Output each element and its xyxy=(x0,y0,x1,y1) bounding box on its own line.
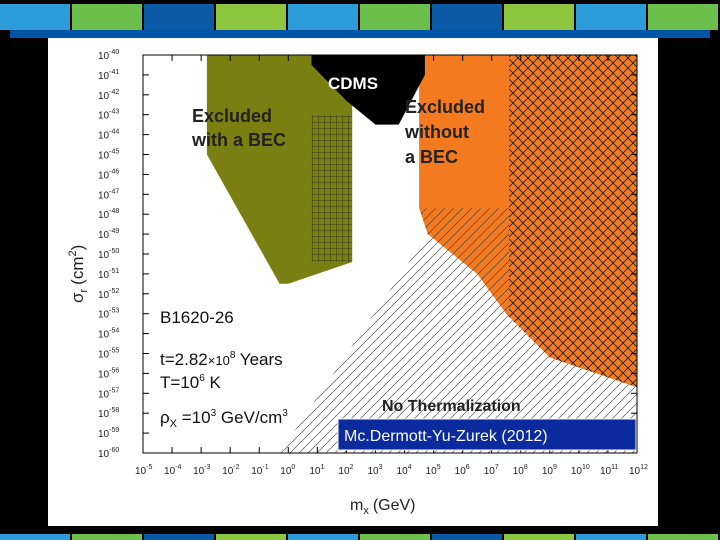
x-axis-title: mx (GeV) xyxy=(350,497,416,517)
decorative-bar-segment xyxy=(0,534,70,540)
no-thermalization-hatch xyxy=(279,234,637,453)
x-tick-label: 106 xyxy=(455,464,470,477)
object-name: B1620-26 xyxy=(160,308,234,327)
x-tick-label: 102 xyxy=(338,464,353,477)
chart-panel: 10-5 10-4 10-3 10-2 10-1 100 101 102 103 104 105 10… xyxy=(48,38,658,526)
y-tick-label: 10-57 xyxy=(98,387,119,400)
decorative-bar-segment xyxy=(432,4,502,30)
y-tick-label: 10-55 xyxy=(98,348,119,361)
x-tick-label: 1012 xyxy=(629,464,648,477)
bec-label-line1: Excluded xyxy=(192,106,272,126)
decorative-top-bar xyxy=(0,4,720,30)
decorative-bar-segment xyxy=(144,534,214,540)
y-tick-label: 10-48 xyxy=(98,208,119,221)
y-tick-label: 10-59 xyxy=(98,427,119,440)
y-axis-title: σr(cm2) xyxy=(67,245,90,303)
x-tick-label: 108 xyxy=(513,464,528,477)
y-tick-label: 10-46 xyxy=(98,168,119,181)
bec-overlap-grid-hatch xyxy=(311,114,353,262)
x-tick-label: 10-4 xyxy=(164,464,181,477)
y-tick-label: 10-60 xyxy=(98,447,119,460)
x-tick-label: 10-5 xyxy=(135,464,152,477)
decorative-bar-segment xyxy=(288,534,358,540)
decorative-bar-segment xyxy=(288,4,358,30)
citation-caption: Mc.Dermott-Yu-Zurek (2012) xyxy=(344,428,548,445)
density-annotation: ρX =103 GeV/cm3 xyxy=(160,408,288,430)
orange-thin-hatch xyxy=(419,208,510,318)
x-tick-label: 101 xyxy=(309,464,324,477)
y-tick-label: 10-42 xyxy=(98,89,119,102)
decorative-bar-segment xyxy=(72,4,142,30)
cdms-region xyxy=(311,55,425,125)
decorative-bar-segment xyxy=(648,534,718,540)
y-tick-label: 10-58 xyxy=(98,407,119,420)
decorative-bar-segment xyxy=(360,534,430,540)
age-annotation: t=2.82×108 Years xyxy=(160,350,283,369)
x-tick-label: 10-1 xyxy=(251,464,268,477)
decorative-bar-segment xyxy=(216,534,286,540)
decorative-bar-segment xyxy=(432,534,502,540)
y-tick-label: 10-51 xyxy=(98,268,119,281)
x-tick-label: 100 xyxy=(280,464,295,477)
y-tick-label: 10-52 xyxy=(98,288,119,301)
x-tick-label: 109 xyxy=(542,464,557,477)
decorative-bar-segment xyxy=(144,4,214,30)
nobec-label-line3: a BEC xyxy=(405,147,458,167)
decorative-bar-segment xyxy=(576,4,646,30)
y-tick-label: 10-44 xyxy=(98,129,119,142)
x-tick-label: 10-3 xyxy=(193,464,210,477)
temperature-annotation: T=106 K xyxy=(160,373,222,392)
x-tick-label: 104 xyxy=(397,464,412,477)
x-tick-label: 10-2 xyxy=(222,464,239,477)
nobec-label-line1: Excluded xyxy=(405,97,485,117)
y-tick-label: 10-49 xyxy=(98,228,119,241)
decorative-bottom-bar xyxy=(0,534,720,540)
decorative-bar-segment xyxy=(72,534,142,540)
caption-box xyxy=(337,418,637,451)
exclusion-chart: 10-5 10-4 10-3 10-2 10-1 100 101 102 103 104 105 10… xyxy=(67,49,648,517)
x-tick-label: 105 xyxy=(426,464,441,477)
no-thermalization-label: No Thermalization xyxy=(382,398,521,415)
y-tick-label: 10-54 xyxy=(98,328,119,341)
x-tick-label: 103 xyxy=(367,464,382,477)
decorative-bar-segment xyxy=(0,4,70,30)
decorative-bar-segment xyxy=(648,4,718,30)
y-tick-label: 10-53 xyxy=(98,308,119,321)
x-tick-label: 1011 xyxy=(600,464,618,477)
bec-label-line2: with a BEC xyxy=(191,130,286,150)
decorative-bar-segment xyxy=(504,4,574,30)
decorative-bar-segment xyxy=(360,4,430,30)
y-tick-label: 10-41 xyxy=(98,69,119,82)
x-tick-label: 1010 xyxy=(571,464,590,477)
x-tick-label: 107 xyxy=(484,464,499,477)
y-tick-label: 10-40 xyxy=(98,49,119,62)
decorative-bar-segment xyxy=(576,534,646,540)
y-tick-label: 10-56 xyxy=(98,367,119,380)
decorative-blue-strip xyxy=(10,30,710,38)
decorative-bar-segment xyxy=(504,534,574,540)
y-tick-label: 10-45 xyxy=(98,149,119,162)
y-tick-label: 10-50 xyxy=(98,248,119,261)
y-tick-label: 10-47 xyxy=(98,188,119,201)
nobec-label-line2: without xyxy=(404,122,469,142)
decorative-bar-segment xyxy=(216,4,286,30)
cdms-label: CDMS xyxy=(328,74,378,93)
y-tick-label: 10-43 xyxy=(98,109,119,122)
cross-hatch-region xyxy=(509,55,637,388)
